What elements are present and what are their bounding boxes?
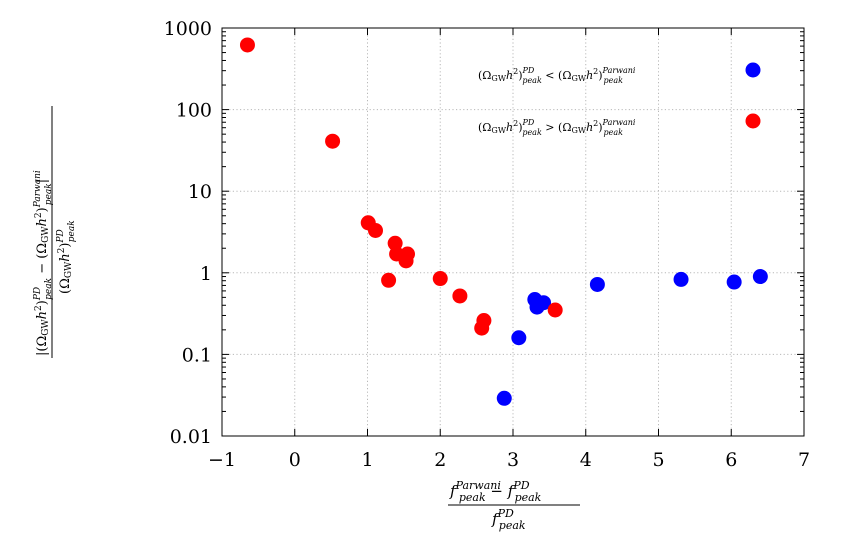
data-point-series-1 [452,288,468,304]
x-tick-label: 1 [361,449,373,471]
svg-text:(ΩGWh2)PDpeak: (ΩGWh2)PDpeak [56,220,77,294]
data-point-series-1 [325,133,341,149]
y-tick-label: 0.1 [182,344,212,366]
x-tick-label: 2 [434,449,446,471]
data-point-series-1 [432,271,448,287]
x-tick-label: 7 [798,449,810,471]
data-point-series-0 [673,271,689,287]
grid-lines [222,28,804,436]
data-point-series-0 [536,295,552,311]
data-point-series-0 [752,269,768,285]
y-tick-label: 1 [200,263,212,285]
x-tick-label: 0 [289,449,301,471]
x-tick-labels: −1 0 1 2 3 4 5 6 7 [208,449,810,471]
legend-entry-blue: (ΩGWh2)PD peak < (ΩGWh2)Parwani peak [478,62,761,85]
legend-label-red: (ΩGWh2)PD peak > (ΩGWh2)Parwani peak [478,118,636,137]
data-point-series-1 [381,272,397,288]
legend: (ΩGWh2)PD peak < (ΩGWh2)Parwani peak (ΩGWh… [478,62,761,137]
legend-marker-red [745,113,761,129]
x-tick-label: 6 [725,449,737,471]
data-point-series-1 [476,313,492,329]
data-point-series-0 [726,274,742,290]
data-point-series-1 [400,246,416,262]
data-point-series-0 [496,390,512,406]
data-point-series-1 [368,222,384,238]
data-point-series-0 [589,276,605,292]
legend-marker-blue [745,62,761,78]
y-tick-label: 1000 [164,18,212,40]
legend-label-blue: (ΩGWh2)PD peak < (ΩGWh2)Parwani peak [478,66,636,85]
x-tick-label: 5 [652,449,664,471]
y-axis-label: |(ΩGWh2)PDpeak − (ΩGWh2)Parwanipeak| (ΩG… [33,106,77,358]
data-point-series-0 [511,330,527,346]
y-tick-label: 10 [188,181,212,203]
data-point-series-1 [239,37,255,53]
data-point-series-1 [547,302,563,318]
x-tick-label: −1 [208,449,236,471]
axis-ticks [221,27,805,437]
legend-entry-red: (ΩGWh2)PD peak > (ΩGWh2)Parwani peak [478,113,761,137]
data-points [239,37,768,406]
x-tick-label: 3 [507,449,519,471]
y-tick-labels: 0.01 0.1 1 10 100 1000 [164,18,212,448]
y-tick-label: 100 [176,100,212,122]
svg-text:|(ΩGWh2)PDpeak − (ΩGWh2)Parwan: |(ΩGWh2)PDpeak − (ΩGWh2)Parwanipeak| [33,170,54,356]
x-axis-label: fParwani peak − fPD peak fPD peak [448,479,580,532]
y-tick-label: 0.01 [170,426,212,448]
x-tick-label: 4 [580,449,592,471]
